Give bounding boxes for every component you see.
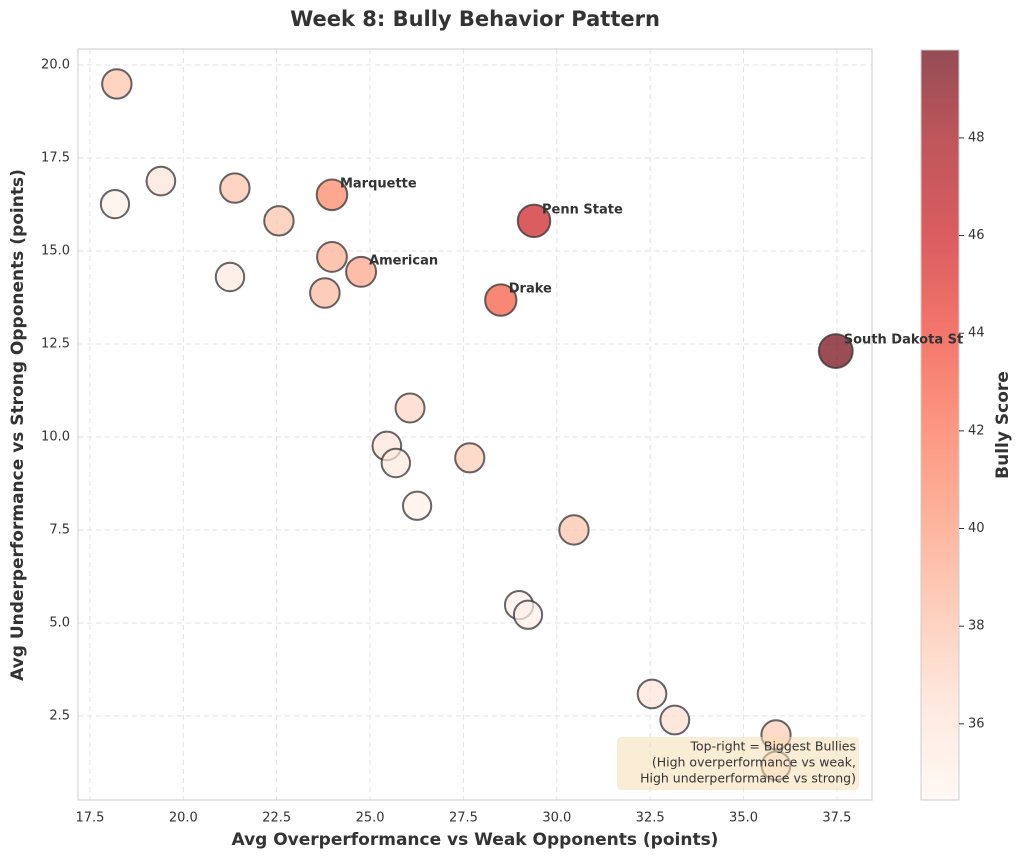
x-tick-label: 35.0 [729,811,758,826]
y-tick-label: 12.5 [41,336,70,351]
y-tick-label: 2.5 [49,708,70,723]
data-point [659,704,691,736]
colorbar-tick-label: 44 [968,326,985,341]
y-tick-label: 10.0 [41,429,70,444]
annotation-text: (High overperformance vs weak, [652,755,856,770]
colorbar-tick-label: 48 [968,130,985,145]
data-point [484,283,518,317]
data-point [558,514,590,546]
y-tick-label: 7.5 [49,522,70,537]
x-axis-label: Avg Overperformance vs Weak Opponents (p… [232,830,719,850]
annotation-text: Top-right = Biggest Bullies [689,739,856,754]
x-tick-label: 17.5 [75,811,104,826]
annotation: Top-right = Biggest Bullies(High overper… [617,737,859,790]
colorbar-tick-label: 42 [968,423,985,438]
point-label: Penn State [542,202,623,217]
data-point [817,333,854,369]
x-tick-label: 30.0 [542,811,571,826]
data-point [316,241,348,273]
x-tick-label: 25.0 [356,811,385,826]
plot-frame [77,48,873,801]
data-point [516,203,552,239]
colorbar-label: Bully Score [993,371,1013,479]
point-label: American [369,253,438,268]
data-point [454,442,486,474]
colorbar-tick-label: 36 [968,716,985,731]
colorbar-tick-label: 46 [968,228,985,243]
annotation-box [617,737,859,790]
data-point [263,205,295,237]
colorbar [920,49,960,801]
annotation-text: High underperformance vs strong) [640,771,856,786]
data-point [214,261,246,293]
x-tick-label: 37.5 [822,811,851,826]
data-point [380,447,412,479]
colorbar-tick-label: 38 [968,619,985,634]
data-point [219,172,251,204]
colorbar-tick-label: 40 [968,521,985,536]
data-point [402,490,433,521]
y-tick-label: 15.0 [41,243,70,258]
data-point [345,255,378,288]
data-point [101,68,133,100]
x-tick-label: 20.0 [169,811,198,826]
data-point [315,178,349,212]
x-tick-label: 27.5 [449,811,478,826]
point-label: South Dakota St [844,333,963,348]
data-point [99,189,131,220]
y-tick-label: 20.0 [41,57,70,72]
point-label: Drake [509,282,552,297]
y-axis-label: Avg Underperformance vs Strong Opponents… [8,169,28,681]
x-tick-label: 22.5 [262,811,291,826]
data-point [394,392,426,424]
data-point [145,165,177,197]
data-point [512,599,544,630]
data-point [309,277,341,309]
point-label: Marquette [340,176,417,191]
y-tick-label: 5.0 [49,615,70,630]
y-tick-label: 17.5 [41,150,70,165]
chart-title: Week 8: Bully Behavior Pattern [290,7,660,31]
x-tick-label: 32.5 [636,811,665,826]
data-point [636,678,668,710]
